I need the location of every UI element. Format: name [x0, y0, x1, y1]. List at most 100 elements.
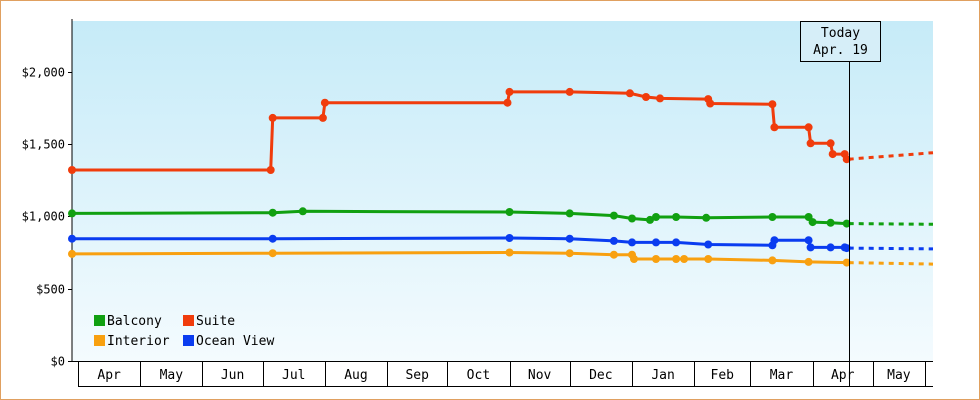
data-point	[503, 98, 512, 107]
legend-swatch	[183, 315, 194, 326]
legend-label: Ocean View	[196, 334, 274, 349]
legend-item: Balcony	[94, 314, 162, 329]
series-layer	[68, 87, 934, 267]
data-point	[628, 214, 636, 223]
data-point	[505, 248, 514, 257]
data-point	[565, 234, 574, 243]
month-label: Sep	[405, 368, 429, 383]
data-point	[628, 238, 636, 247]
data-point	[804, 257, 813, 266]
data-point	[505, 87, 514, 96]
legend-swatch	[94, 315, 105, 326]
data-point	[702, 213, 711, 222]
data-point	[704, 255, 713, 263]
month-label: Nov	[528, 368, 552, 383]
data-point	[672, 238, 681, 247]
legend-swatch	[94, 335, 105, 346]
forecast-line	[848, 261, 934, 266]
data-point	[505, 234, 514, 242]
series-interior	[68, 248, 934, 267]
plot-background	[72, 21, 933, 361]
data-point	[505, 208, 514, 216]
data-point	[630, 255, 638, 263]
month-label: Feb	[711, 368, 735, 383]
data-point	[652, 213, 660, 221]
forecast-line	[848, 151, 934, 161]
data-point	[704, 240, 713, 249]
data-point	[646, 215, 654, 224]
month-label: May	[887, 368, 911, 383]
legend-item: Suite	[183, 314, 235, 329]
data-point	[268, 113, 277, 122]
legend-item: Ocean View	[183, 334, 274, 349]
series-balcony	[68, 207, 934, 228]
month-label: Mar	[770, 368, 794, 383]
data-point	[68, 249, 76, 258]
today-marker: Today Apr. 19	[800, 21, 881, 386]
month-label: Jan	[651, 368, 674, 383]
y-tick-label: $500	[36, 283, 65, 297]
data-point	[806, 139, 815, 148]
y-tick-label: $0	[51, 355, 65, 369]
data-point	[268, 208, 277, 217]
data-point	[768, 213, 777, 221]
data-point	[804, 123, 813, 132]
y-tick-label: $2,000	[22, 66, 65, 80]
data-point	[642, 93, 650, 101]
y-tick-label: $1,000	[22, 210, 65, 224]
data-point	[318, 113, 327, 122]
month-label: May	[160, 368, 184, 383]
forecast-line	[848, 222, 934, 226]
today-box	[800, 21, 881, 62]
today-date: Apr. 19	[813, 43, 868, 58]
data-point	[706, 99, 715, 108]
series-line	[71, 251, 847, 265]
data-point	[842, 155, 851, 164]
legend-label: Interior	[107, 334, 170, 349]
month-label: Apr	[831, 368, 855, 383]
data-point	[842, 219, 851, 228]
y-tick-label: $1,500	[22, 138, 65, 152]
data-point	[770, 236, 779, 245]
data-point	[826, 243, 835, 252]
data-point	[68, 234, 76, 243]
data-point	[826, 218, 835, 227]
legend-label: Balcony	[107, 314, 162, 329]
data-point	[68, 166, 76, 174]
y-axis: $0 $500 $1,000 $1,500 $2,000	[22, 19, 73, 369]
data-point	[609, 250, 618, 259]
data-point	[828, 150, 837, 159]
data-point	[652, 238, 660, 247]
data-point	[806, 243, 815, 252]
month-label: Dec	[589, 368, 612, 383]
legend: Balcony Suite Interior Ocean View	[94, 314, 274, 349]
data-point	[268, 234, 277, 243]
month-label: Aug	[344, 368, 367, 383]
data-point	[565, 209, 574, 218]
data-point	[808, 218, 817, 227]
data-point	[842, 258, 851, 267]
month-label: Jul	[282, 368, 305, 383]
data-point	[768, 256, 777, 265]
data-point	[770, 123, 779, 132]
data-point	[320, 98, 329, 107]
data-point	[804, 236, 813, 245]
data-point	[268, 249, 277, 258]
data-point	[768, 100, 777, 109]
data-point	[842, 244, 851, 253]
data-point	[609, 211, 618, 220]
legend-item: Interior	[94, 334, 170, 349]
legend-swatch	[183, 335, 194, 346]
data-point	[609, 236, 618, 245]
series-suite	[68, 87, 934, 174]
legend-label: Suite	[196, 314, 235, 329]
data-point	[680, 255, 689, 263]
month-label: Apr	[97, 368, 121, 383]
data-point	[826, 139, 835, 148]
x-axis: Apr May Jun Jul Aug Sep Oct Nov Dec Jan Feb Mar Apr M…	[72, 361, 933, 387]
month-label: Oct	[467, 368, 490, 383]
today-label: Today	[821, 26, 860, 41]
data-point	[625, 89, 634, 98]
